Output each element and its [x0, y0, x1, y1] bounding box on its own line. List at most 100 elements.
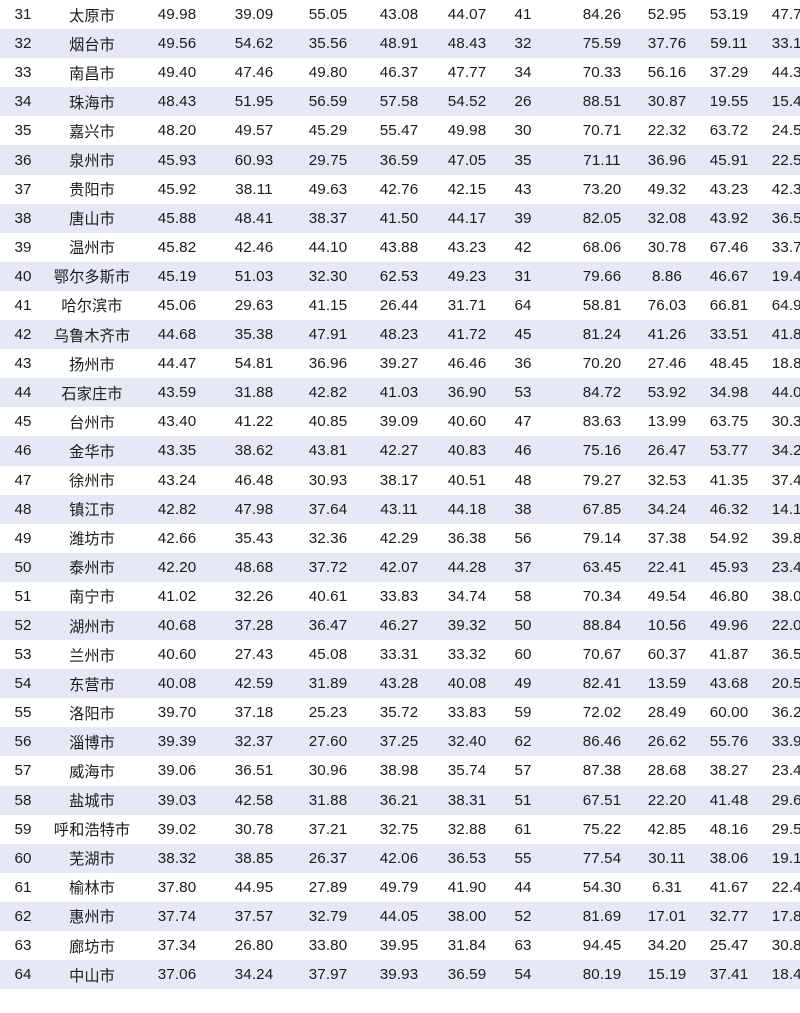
- cell-value-1: 48.41: [234, 209, 274, 227]
- cell-value-3: 44.05: [379, 907, 419, 925]
- cell-value-3: 42.76: [379, 180, 419, 198]
- cell-value-1: 35.43: [234, 529, 274, 547]
- cell-value-7: 32.53: [647, 471, 687, 489]
- table-row: 35 嘉兴市 48.20 49.57 45.29 55.47 49.98 30 70.71 22.…: [0, 116, 800, 146]
- cell-city-name: 兰州市: [69, 647, 115, 665]
- column-gap-spacer: [546, 727, 568, 756]
- column-gap-spacer: [546, 582, 568, 611]
- cell-value-7: 34.24: [647, 500, 687, 518]
- cell-value-4: 36.38: [447, 529, 487, 547]
- cell-value-7: 6.31: [652, 878, 682, 896]
- cell-value-4: 33.83: [447, 704, 487, 722]
- column-gap-spacer: [546, 786, 568, 815]
- cell-city-name: 扬州市: [69, 356, 115, 374]
- cell-rank: 46: [14, 442, 32, 460]
- cell-value-0: 45.82: [157, 238, 197, 256]
- cell-value-4: 40.83: [447, 442, 487, 460]
- cell-value-2: 36.96: [308, 355, 348, 373]
- cell-value-4: 41.72: [447, 326, 487, 344]
- column-gap-spacer: [546, 495, 568, 524]
- cell-value-6: 70.71: [582, 122, 622, 140]
- table-row: 45 台州市 43.40 41.22 40.85 39.09 40.60 47 83.63 13.…: [0, 407, 800, 437]
- cell-value-7: 36.96: [647, 151, 687, 169]
- cell-city-name: 鄂尔多斯市: [53, 269, 131, 287]
- cell-value-6: 63.45: [582, 558, 622, 576]
- cell-value-9: 22.43: [771, 878, 800, 896]
- cell-value-5: 56: [514, 529, 532, 547]
- cell-value-7: 26.47: [647, 442, 687, 460]
- cell-value-5: 34: [514, 64, 532, 82]
- cell-rank: 44: [14, 384, 32, 402]
- cell-rank: 43: [14, 355, 32, 373]
- cell-value-9: 36.59: [771, 646, 800, 664]
- cell-value-7: 30.11: [648, 849, 686, 867]
- cell-value-1: 37.57: [234, 907, 274, 925]
- cell-value-3: 41.03: [379, 384, 419, 402]
- cell-rank: 48: [14, 500, 32, 518]
- cell-value-8: 41.67: [709, 878, 749, 896]
- cell-city-name: 惠州市: [69, 909, 115, 927]
- city-ranking-table: 31 太原市 49.98 39.09 55.05 43.08 44.07 41 84.26 52.…: [0, 6, 800, 990]
- cell-value-4: 46.46: [447, 355, 487, 373]
- cell-rank: 40: [14, 267, 32, 285]
- cell-value-2: 45.08: [308, 646, 348, 664]
- cell-value-6: 54.30: [582, 878, 622, 896]
- cell-value-7: 41.26: [647, 326, 687, 344]
- cell-value-0: 43.40: [157, 413, 197, 431]
- cell-value-0: 39.02: [157, 820, 197, 838]
- cell-city-name: 乌鲁木齐市: [53, 327, 131, 345]
- cell-value-1: 37.18: [234, 704, 274, 722]
- cell-value-7: 8.86: [652, 267, 682, 285]
- cell-value-2: 47.91: [308, 326, 348, 344]
- cell-value-7: 37.38: [647, 529, 687, 547]
- cell-value-9: 33.98: [771, 733, 800, 751]
- cell-value-7: 10.56: [647, 617, 687, 635]
- table-row: 55 洛阳市 39.70 37.18 25.23 35.72 33.83 59 72.02 28.…: [0, 698, 800, 728]
- cell-city-name: 廊坊市: [69, 938, 115, 956]
- table-row: 50 泰州市 42.20 48.68 37.72 42.07 44.28 37 63.45 22.…: [0, 552, 800, 582]
- cell-city-name: 泉州市: [69, 153, 115, 171]
- cell-value-4: 42.15: [447, 180, 487, 198]
- column-gap-spacer: [546, 378, 568, 407]
- column-gap-spacer: [546, 611, 568, 640]
- cell-value-6: 81.24: [582, 326, 622, 344]
- table-row: 36 泉州市 45.93 60.93 29.75 36.59 47.05 35 71.11 36.…: [0, 145, 800, 175]
- cell-value-6: 70.33: [582, 64, 622, 82]
- cell-value-5: 52: [514, 907, 532, 925]
- cell-value-3: 36.59: [379, 151, 419, 169]
- cell-value-4: 36.59: [447, 966, 487, 984]
- cell-value-7: 53.92: [647, 384, 687, 402]
- cell-value-9: 36.23: [771, 704, 800, 722]
- cell-value-0: 45.92: [157, 180, 197, 198]
- cell-value-5: 36: [514, 355, 532, 373]
- table-row: 52 湖州市 40.68 37.28 36.47 46.27 39.32 50 88.84 10.…: [0, 610, 800, 641]
- table-row: 54 东营市 40.08 42.59 31.89 43.28 40.08 49 82.41 13.…: [0, 669, 800, 699]
- cell-value-3: 26.44: [379, 296, 419, 314]
- cell-value-0: 45.19: [157, 267, 197, 285]
- cell-value-1: 29.63: [234, 296, 274, 314]
- cell-value-5: 43: [514, 180, 532, 198]
- cell-value-4: 47.77: [447, 64, 487, 82]
- cell-value-6: 79.66: [582, 267, 622, 285]
- cell-value-7: 22.20: [647, 791, 687, 809]
- column-gap-spacer: [546, 436, 568, 465]
- cell-value-1: 38.85: [234, 849, 274, 867]
- cell-value-6: 75.59: [582, 35, 622, 53]
- cell-rank: 35: [14, 122, 32, 140]
- cell-value-3: 32.75: [379, 820, 419, 838]
- cell-value-4: 44.18: [447, 500, 487, 518]
- column-gap-spacer: [546, 640, 568, 669]
- cell-rank: 41: [14, 296, 32, 314]
- cell-value-5: 37: [514, 558, 532, 576]
- table-row: 64 中山市 37.06 34.24 37.97 39.93 36.59 54 80.19 15.…: [0, 960, 800, 990]
- cell-value-5: 41: [514, 6, 532, 24]
- cell-rank: 39: [14, 238, 32, 256]
- cell-value-7: 28.49: [647, 704, 687, 722]
- cell-value-1: 35.38: [234, 326, 274, 344]
- cell-city-name: 太原市: [69, 7, 115, 25]
- cell-rank: 53: [14, 646, 32, 664]
- cell-value-3: 39.95: [379, 937, 419, 955]
- cell-value-2: 38.37: [308, 209, 348, 227]
- cell-value-5: 58: [514, 587, 532, 605]
- cell-value-4: 41.90: [447, 878, 487, 896]
